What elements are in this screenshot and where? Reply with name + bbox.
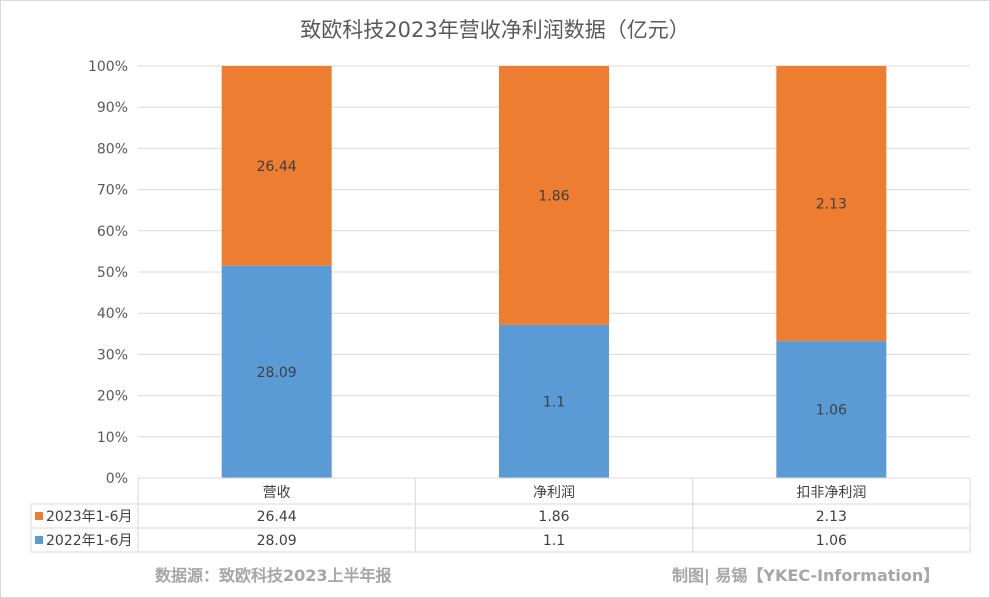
legend-label: 2023年1-6月 bbox=[46, 509, 133, 525]
table-cell: 1.1 bbox=[543, 533, 565, 549]
data-label: 28.09 bbox=[257, 365, 297, 381]
y-tick-label: 50% bbox=[97, 265, 128, 281]
category-label: 净利润 bbox=[533, 485, 575, 501]
y-tick-label: 70% bbox=[97, 183, 128, 199]
data-label: 1.06 bbox=[816, 403, 847, 419]
y-tick-label: 60% bbox=[97, 224, 128, 240]
y-tick-label: 90% bbox=[97, 100, 128, 116]
bar-segment bbox=[776, 66, 887, 342]
table-cell: 1.06 bbox=[816, 533, 847, 549]
bar-segment bbox=[221, 66, 332, 266]
y-tick-label: 0% bbox=[106, 471, 128, 487]
data-label: 26.44 bbox=[257, 159, 297, 175]
data-label: 1.1 bbox=[543, 394, 565, 410]
legend-swatch bbox=[35, 512, 43, 520]
y-tick-label: 20% bbox=[97, 389, 128, 405]
bar-segment bbox=[499, 324, 609, 478]
category-label: 扣非净利润 bbox=[796, 485, 866, 501]
legend-swatch bbox=[35, 536, 43, 544]
source-note: 数据源：致欧科技2023上半年报 bbox=[155, 566, 392, 585]
data-label: 1.86 bbox=[538, 188, 569, 204]
legend-label: 2022年1-6月 bbox=[46, 533, 133, 549]
y-tick-label: 80% bbox=[97, 141, 128, 157]
y-tick-label: 100% bbox=[88, 59, 128, 75]
bar-segment bbox=[776, 341, 887, 478]
table-cell: 28.09 bbox=[257, 533, 297, 549]
table-cell: 1.86 bbox=[538, 509, 569, 525]
table-cell: 26.44 bbox=[257, 509, 297, 525]
table-cell: 2.13 bbox=[816, 509, 847, 525]
data-label: 2.13 bbox=[816, 197, 847, 213]
bar-segment bbox=[499, 66, 609, 325]
category-label: 营收 bbox=[263, 485, 291, 501]
credit-note: 制图| 易锡【YKEC-Information】 bbox=[672, 566, 940, 585]
chart-title: 致欧科技2023年营收净利润数据（亿元） bbox=[300, 18, 690, 42]
y-tick-label: 10% bbox=[97, 430, 128, 446]
bar-segment bbox=[221, 265, 332, 478]
y-tick-label: 40% bbox=[97, 306, 128, 322]
y-tick-label: 30% bbox=[97, 347, 128, 363]
